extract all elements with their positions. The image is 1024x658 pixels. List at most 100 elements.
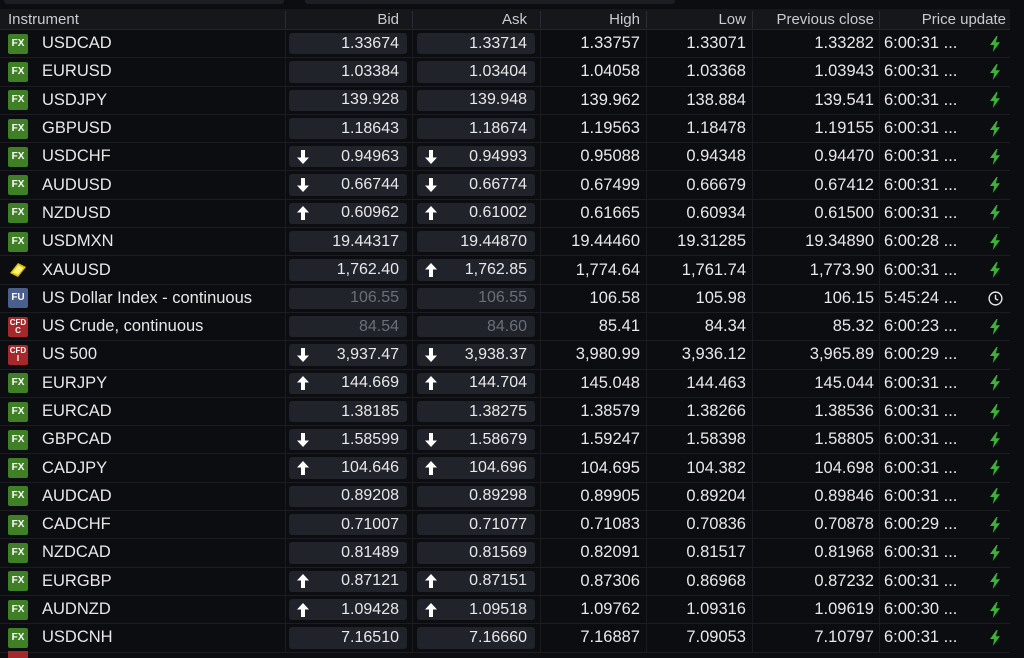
instrument-cell[interactable]: CFD C US Crude, continuous bbox=[0, 313, 284, 340]
bid-price-box[interactable]: 19.44317 bbox=[289, 231, 407, 253]
instrument-cell[interactable]: FX USDMXN bbox=[0, 228, 284, 255]
instrument-cell[interactable]: FX CADCHF bbox=[0, 511, 284, 538]
ask-cell[interactable]: 104.696 bbox=[417, 454, 535, 481]
ask-cell[interactable]: 0.66774 bbox=[417, 171, 535, 198]
column-header-bid[interactable]: Bid bbox=[377, 10, 399, 28]
ask-price-box[interactable]: 0.94993 bbox=[417, 146, 535, 168]
bid-cell[interactable]: 19.44317 bbox=[289, 228, 407, 255]
ask-cell[interactable]: 0.94993 bbox=[417, 143, 535, 170]
bid-price-box[interactable]: 1.09428 bbox=[289, 598, 407, 621]
ask-price-box[interactable]: 139.948 bbox=[417, 89, 535, 111]
instrument-cell[interactable]: FU US Dollar Index - continuous bbox=[0, 285, 284, 312]
ask-cell[interactable]: 1.38275 bbox=[417, 398, 535, 425]
table-row[interactable]: FX AUDUSD 0.66744 0.66774 0.67499 0.66679 0.67… bbox=[0, 171, 1010, 200]
bid-price-box[interactable]: 106.55 bbox=[289, 287, 407, 309]
bid-price-box[interactable]: 1.58599 bbox=[289, 429, 407, 451]
scrollbar-track[interactable] bbox=[1010, 9, 1024, 658]
column-divider[interactable] bbox=[879, 11, 880, 28]
table-row[interactable]: FX AUDNZD 1.09428 1.09518 1.09762 1.09316 1.09… bbox=[0, 595, 1010, 625]
ask-cell[interactable]: 0.81569 bbox=[417, 539, 535, 566]
bid-cell[interactable]: 1.33674 bbox=[289, 30, 407, 57]
instrument-cell[interactable]: FX NZDUSD bbox=[0, 200, 284, 227]
instrument-cell[interactable]: FX GBPUSD bbox=[0, 115, 284, 142]
bid-cell[interactable]: 0.94963 bbox=[289, 143, 407, 170]
ask-price-box[interactable]: 104.696 bbox=[417, 457, 535, 479]
table-row[interactable]: XAUUSD 1,762.40 1,762.85 1,774.64 1,761.74 1,… bbox=[0, 256, 1010, 285]
table-row[interactable]: FX USDCNH 7.16510 7.16660 7.16887 7.09053 7.10… bbox=[0, 624, 1010, 653]
bid-price-box[interactable]: 0.71007 bbox=[289, 514, 407, 536]
ask-cell[interactable]: 0.89298 bbox=[417, 483, 535, 510]
column-header-low[interactable]: Low bbox=[718, 10, 746, 28]
ask-cell[interactable]: 1.58679 bbox=[417, 426, 535, 453]
table-row[interactable]: FX USDJPY 139.928 139.948 139.962 138.884 139.… bbox=[0, 86, 1010, 115]
ask-cell[interactable]: 0.71077 bbox=[417, 511, 535, 538]
ask-cell[interactable]: 1.18674 bbox=[417, 115, 535, 142]
bid-cell[interactable]: 0.60962 bbox=[289, 200, 407, 227]
bid-cell[interactable]: 1.03384 bbox=[289, 58, 407, 85]
instrument-cell[interactable]: FX AUDUSD bbox=[0, 171, 284, 198]
table-row[interactable]: FX EURCAD 1.38185 1.38275 1.38579 1.38266 1.38… bbox=[0, 397, 1010, 427]
table-row[interactable]: FU US Dollar Index - continuous 106.55 106.… bbox=[0, 284, 1010, 313]
instrument-cell[interactable]: FX USDCAD bbox=[0, 30, 284, 57]
bid-price-box[interactable]: 1.33674 bbox=[289, 33, 407, 55]
table-row[interactable]: FX GBPUSD 1.18643 1.18674 1.19563 1.18478 1.19… bbox=[0, 114, 1010, 144]
bid-price-box[interactable]: 0.94963 bbox=[289, 146, 407, 168]
bid-cell[interactable]: 0.71007 bbox=[289, 511, 407, 538]
bid-cell[interactable]: 1.18643 bbox=[289, 115, 407, 142]
bid-cell[interactable]: 0.89208 bbox=[289, 483, 407, 510]
instrument-cell[interactable]: FX GBPCAD bbox=[0, 426, 284, 453]
column-divider[interactable] bbox=[752, 11, 753, 28]
table-row[interactable]: FX NZDCAD 0.81489 0.81569 0.82091 0.81517 0.81… bbox=[0, 539, 1010, 568]
table-row[interactable]: FX EURGBP 0.87121 0.87151 0.87306 0.86968 0.87… bbox=[0, 567, 1010, 596]
ask-price-box[interactable]: 19.44870 bbox=[417, 231, 535, 253]
bid-cell[interactable]: 139.928 bbox=[289, 87, 407, 114]
instrument-cell[interactable]: FX AUDNZD bbox=[0, 596, 284, 623]
bid-price-box[interactable]: 3,937.47 bbox=[289, 344, 407, 366]
ask-price-box[interactable]: 1.18674 bbox=[417, 117, 535, 140]
bid-cell[interactable]: 1.58599 bbox=[289, 426, 407, 453]
column-divider[interactable] bbox=[646, 11, 647, 28]
ask-price-box[interactable]: 1.09518 bbox=[417, 598, 535, 621]
ask-price-box[interactable]: 106.55 bbox=[417, 287, 535, 309]
bid-cell[interactable]: 1.09428 bbox=[289, 596, 407, 623]
ask-cell[interactable]: 144.704 bbox=[417, 370, 535, 397]
instrument-cell[interactable]: FX AUDCAD bbox=[0, 483, 284, 510]
bid-price-box[interactable]: 0.87121 bbox=[289, 570, 407, 592]
bid-cell[interactable]: 0.87121 bbox=[289, 568, 407, 595]
table-row[interactable]: FX CADCHF 0.71007 0.71077 0.71083 0.70836 0.70… bbox=[0, 511, 1010, 540]
ask-price-box[interactable]: 0.81569 bbox=[417, 542, 535, 564]
column-divider[interactable] bbox=[412, 11, 413, 28]
ask-price-box[interactable]: 3,938.37 bbox=[417, 344, 535, 366]
ask-price-box[interactable]: 0.66774 bbox=[417, 174, 535, 196]
ask-price-box[interactable]: 144.704 bbox=[417, 372, 535, 394]
bid-cell[interactable]: 7.16510 bbox=[289, 624, 407, 651]
ask-cell[interactable]: 1,762.85 bbox=[417, 256, 535, 283]
table-row[interactable]: FX USDCAD 1.33674 1.33714 1.33757 1.33071 1.33… bbox=[0, 30, 1010, 59]
bid-cell[interactable]: 1.38185 bbox=[289, 398, 407, 425]
ask-cell[interactable]: 3,938.37 bbox=[417, 341, 535, 368]
table-row[interactable]: CFD C US Crude, continuous 84.54 84.60 85.41 8… bbox=[0, 312, 1010, 342]
table-row[interactable]: FX CADJPY 104.646 104.696 104.695 104.382 104.… bbox=[0, 454, 1010, 483]
ask-cell[interactable]: 0.87151 bbox=[417, 568, 535, 595]
ask-cell[interactable]: 1.33714 bbox=[417, 30, 535, 57]
column-header-ask[interactable]: Ask bbox=[501, 10, 527, 28]
column-header-instrument[interactable]: Instrument bbox=[8, 10, 79, 28]
instrument-cell[interactable]: XAUUSD bbox=[0, 256, 284, 283]
table-row[interactable]: FX EURJPY 144.669 144.704 145.048 144.463 145.… bbox=[0, 369, 1010, 398]
bid-cell[interactable]: 0.66744 bbox=[289, 171, 407, 198]
instrument-cell[interactable]: FX EURGBP bbox=[0, 568, 284, 595]
bid-price-box[interactable]: 0.66744 bbox=[289, 174, 407, 196]
bid-price-box[interactable]: 7.16510 bbox=[289, 627, 407, 649]
column-divider[interactable] bbox=[540, 11, 541, 28]
bid-price-box[interactable]: 84.54 bbox=[289, 315, 407, 338]
ask-cell[interactable]: 7.16660 bbox=[417, 624, 535, 651]
ask-cell[interactable]: 19.44870 bbox=[417, 228, 535, 255]
bid-price-box[interactable]: 1.03384 bbox=[289, 61, 407, 83]
bid-cell[interactable]: 3,937.47 bbox=[289, 341, 407, 368]
instrument-cell[interactable]: FX EURUSD bbox=[0, 58, 284, 85]
ask-price-box[interactable]: 0.87151 bbox=[417, 570, 535, 592]
bid-price-box[interactable]: 1.38185 bbox=[289, 400, 407, 423]
bid-price-box[interactable]: 104.646 bbox=[289, 457, 407, 479]
ask-price-box[interactable]: 1.38275 bbox=[417, 400, 535, 423]
tab-handle[interactable] bbox=[4, 0, 284, 4]
